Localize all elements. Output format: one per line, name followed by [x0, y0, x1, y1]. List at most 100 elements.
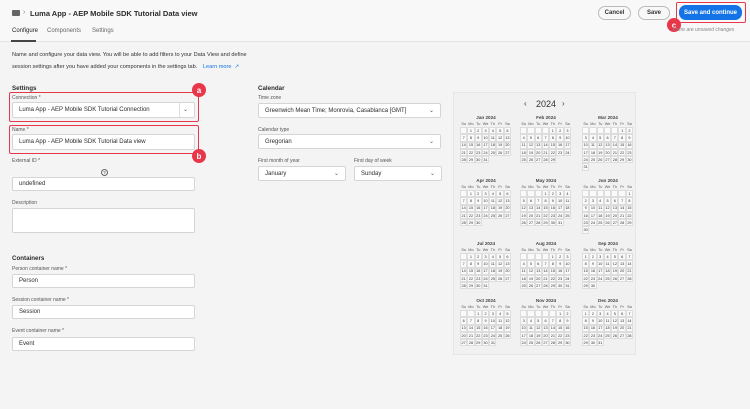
day-cell: 19 — [527, 148, 535, 157]
weekday-label: Mo — [590, 305, 596, 309]
month-grid: Su Mo Tu We Th Fr Sa 1 2 3 4 5 6 7 8 9 10 11 12 13 14 15 16 17 1… — [460, 247, 512, 290]
tab-components[interactable]: Components — [47, 28, 82, 34]
day-cell: 3 — [563, 127, 572, 135]
empty-day-cell — [527, 190, 535, 198]
day-cell: 2 — [549, 190, 557, 198]
learn-more-link[interactable]: Learn more — [202, 64, 232, 70]
month-calendar: Jun 2024 Su Mo Tu We Th Fr Sa 1 2 3 4 5 6 7 8 9 10 11 12 13 1… — [582, 178, 634, 234]
tab-settings[interactable]: Settings — [92, 28, 114, 34]
day-cell: 17 — [481, 267, 490, 275]
day-cell: 15 — [549, 267, 557, 275]
day-cell: 19 — [496, 141, 504, 149]
month-calendar: Jan 2024 Su Mo Tu We Th Fr Sa 1 2 3 4 5 6 7 8 9 10 11 12 13 1… — [460, 115, 512, 164]
help-icon[interactable]: ? — [101, 169, 108, 176]
next-year-button[interactable]: › — [562, 99, 565, 108]
day-cell: 16 — [474, 204, 482, 212]
first-day-select[interactable]: Sunday ⌄ — [354, 166, 442, 181]
prev-year-button[interactable]: ‹ — [524, 99, 527, 108]
month-grid: Su Mo Tu We Th Fr Sa 1 2 3 4 5 6 7 8 9 10 11 12 13 14 15 16 17 1… — [460, 304, 512, 347]
day-cell: 14 — [534, 204, 542, 212]
header — [0, 0, 750, 42]
external-id-input[interactable]: undefined — [12, 177, 195, 191]
tab-configure[interactable]: Configure — [12, 28, 39, 34]
day-cell: 24 — [481, 148, 490, 157]
month-calendar: May 2024 Su Mo Tu We Th Fr Sa 1 2 3 4 5 6 7 8 9 10 11 12 13 1… — [520, 178, 572, 227]
day-cell: 7 — [534, 197, 542, 205]
folder-icon[interactable] — [12, 10, 20, 16]
external-link-icon[interactable]: ↗ — [234, 64, 240, 70]
first-day-value: Sunday — [361, 170, 382, 177]
day-cell: 5 — [527, 134, 535, 142]
weekday-label: Th — [612, 185, 618, 189]
day-cell: 26 — [527, 156, 535, 164]
day-cell: 18 — [520, 148, 528, 157]
person-container-input[interactable]: Person — [12, 274, 195, 288]
day-cell: 14 — [541, 141, 550, 149]
weekday-label: Fr — [558, 248, 562, 252]
day-cell: 29 — [467, 219, 475, 227]
day-cell: 4 — [596, 197, 604, 205]
day-cell: 22 — [467, 148, 475, 157]
day-cell: 2 — [589, 253, 597, 261]
save-button[interactable]: Save — [638, 6, 670, 20]
day-cell: 3 — [520, 317, 528, 325]
day-cell: 24 — [596, 274, 604, 283]
session-container-input[interactable]: Session — [12, 305, 195, 319]
day-cell: 11 — [489, 134, 497, 142]
day-cell: 7 — [541, 260, 550, 268]
annotation-box-c — [676, 2, 746, 23]
weekday-label: Tu — [598, 305, 603, 309]
name-input[interactable]: Luma App - AEP Mobile SDK Tutorial Data … — [12, 134, 195, 150]
month-calendar: Apr 2024 Su Mo Tu We Th Fr Sa 1 2 3 4 5 6 7 8 9 10 11 12 13 1… — [460, 178, 512, 227]
day-cell: 3 — [481, 127, 490, 135]
day-cell: 18 — [563, 204, 572, 212]
day-cell: 20 — [460, 331, 468, 340]
weekday-label: Th — [490, 248, 496, 252]
weekday-label: Sa — [627, 248, 632, 252]
cancel-button[interactable]: Cancel — [598, 6, 631, 20]
month-title: Jun 2024 — [598, 178, 618, 183]
day-cell: 19 — [611, 267, 619, 275]
day-cell: 19 — [503, 324, 512, 332]
empty-day-cell — [549, 310, 557, 318]
day-cell: 7 — [625, 310, 634, 318]
day-cell: 31 — [481, 156, 490, 164]
empty-day-cell — [603, 190, 612, 198]
chevron-down-icon: ⌄ — [428, 139, 434, 145]
month-title: Jul 2024 — [476, 241, 496, 246]
session-container-label: Session container name * — [12, 297, 69, 303]
weekday-label: Mo — [528, 122, 534, 126]
day-cell: 12 — [611, 317, 619, 325]
day-cell: 27 — [534, 156, 542, 164]
day-cell: 12 — [503, 317, 512, 325]
day-cell: 15 — [582, 267, 590, 275]
day-cell: 28 — [549, 339, 557, 347]
save-and-continue-button[interactable]: Save and continue — [679, 5, 742, 20]
day-cell: 11 — [603, 317, 612, 325]
description-textarea[interactable] — [12, 208, 195, 233]
day-cell: 29 — [556, 339, 564, 347]
weekday-label: Su — [521, 185, 526, 189]
empty-day-cell — [527, 310, 535, 318]
day-cell: 20 — [503, 141, 512, 149]
weekday-label: Fr — [620, 305, 624, 309]
day-cell: 22 — [618, 148, 626, 157]
day-cell: 25 — [603, 274, 612, 283]
month-title: Mar 2024 — [598, 115, 618, 120]
calendar-type-select[interactable]: Gregorian ⌄ — [258, 134, 441, 149]
connection-select[interactable]: Luma App - AEP Mobile SDK Tutorial Conne… — [12, 102, 195, 118]
day-cell: 20 — [618, 324, 626, 332]
day-cell: 29 — [618, 156, 626, 164]
day-cell: 27 — [534, 282, 542, 290]
first-month-select[interactable]: January ⌄ — [258, 166, 346, 181]
weekday-label: We — [482, 122, 489, 126]
event-container-input[interactable]: Event — [12, 337, 195, 351]
chevron-down-icon: ⌄ — [182, 107, 188, 113]
weekday-label: Su — [583, 185, 588, 189]
timezone-select[interactable]: Greenwich Mean Time; Monrovia, Casablanc… — [258, 103, 441, 118]
empty-day-cell — [611, 190, 619, 198]
day-cell: 31 — [481, 282, 490, 290]
calendar-type-label: Calendar type — [258, 127, 290, 133]
weekday-label: Su — [461, 248, 466, 252]
day-cell: 5 — [520, 197, 528, 205]
